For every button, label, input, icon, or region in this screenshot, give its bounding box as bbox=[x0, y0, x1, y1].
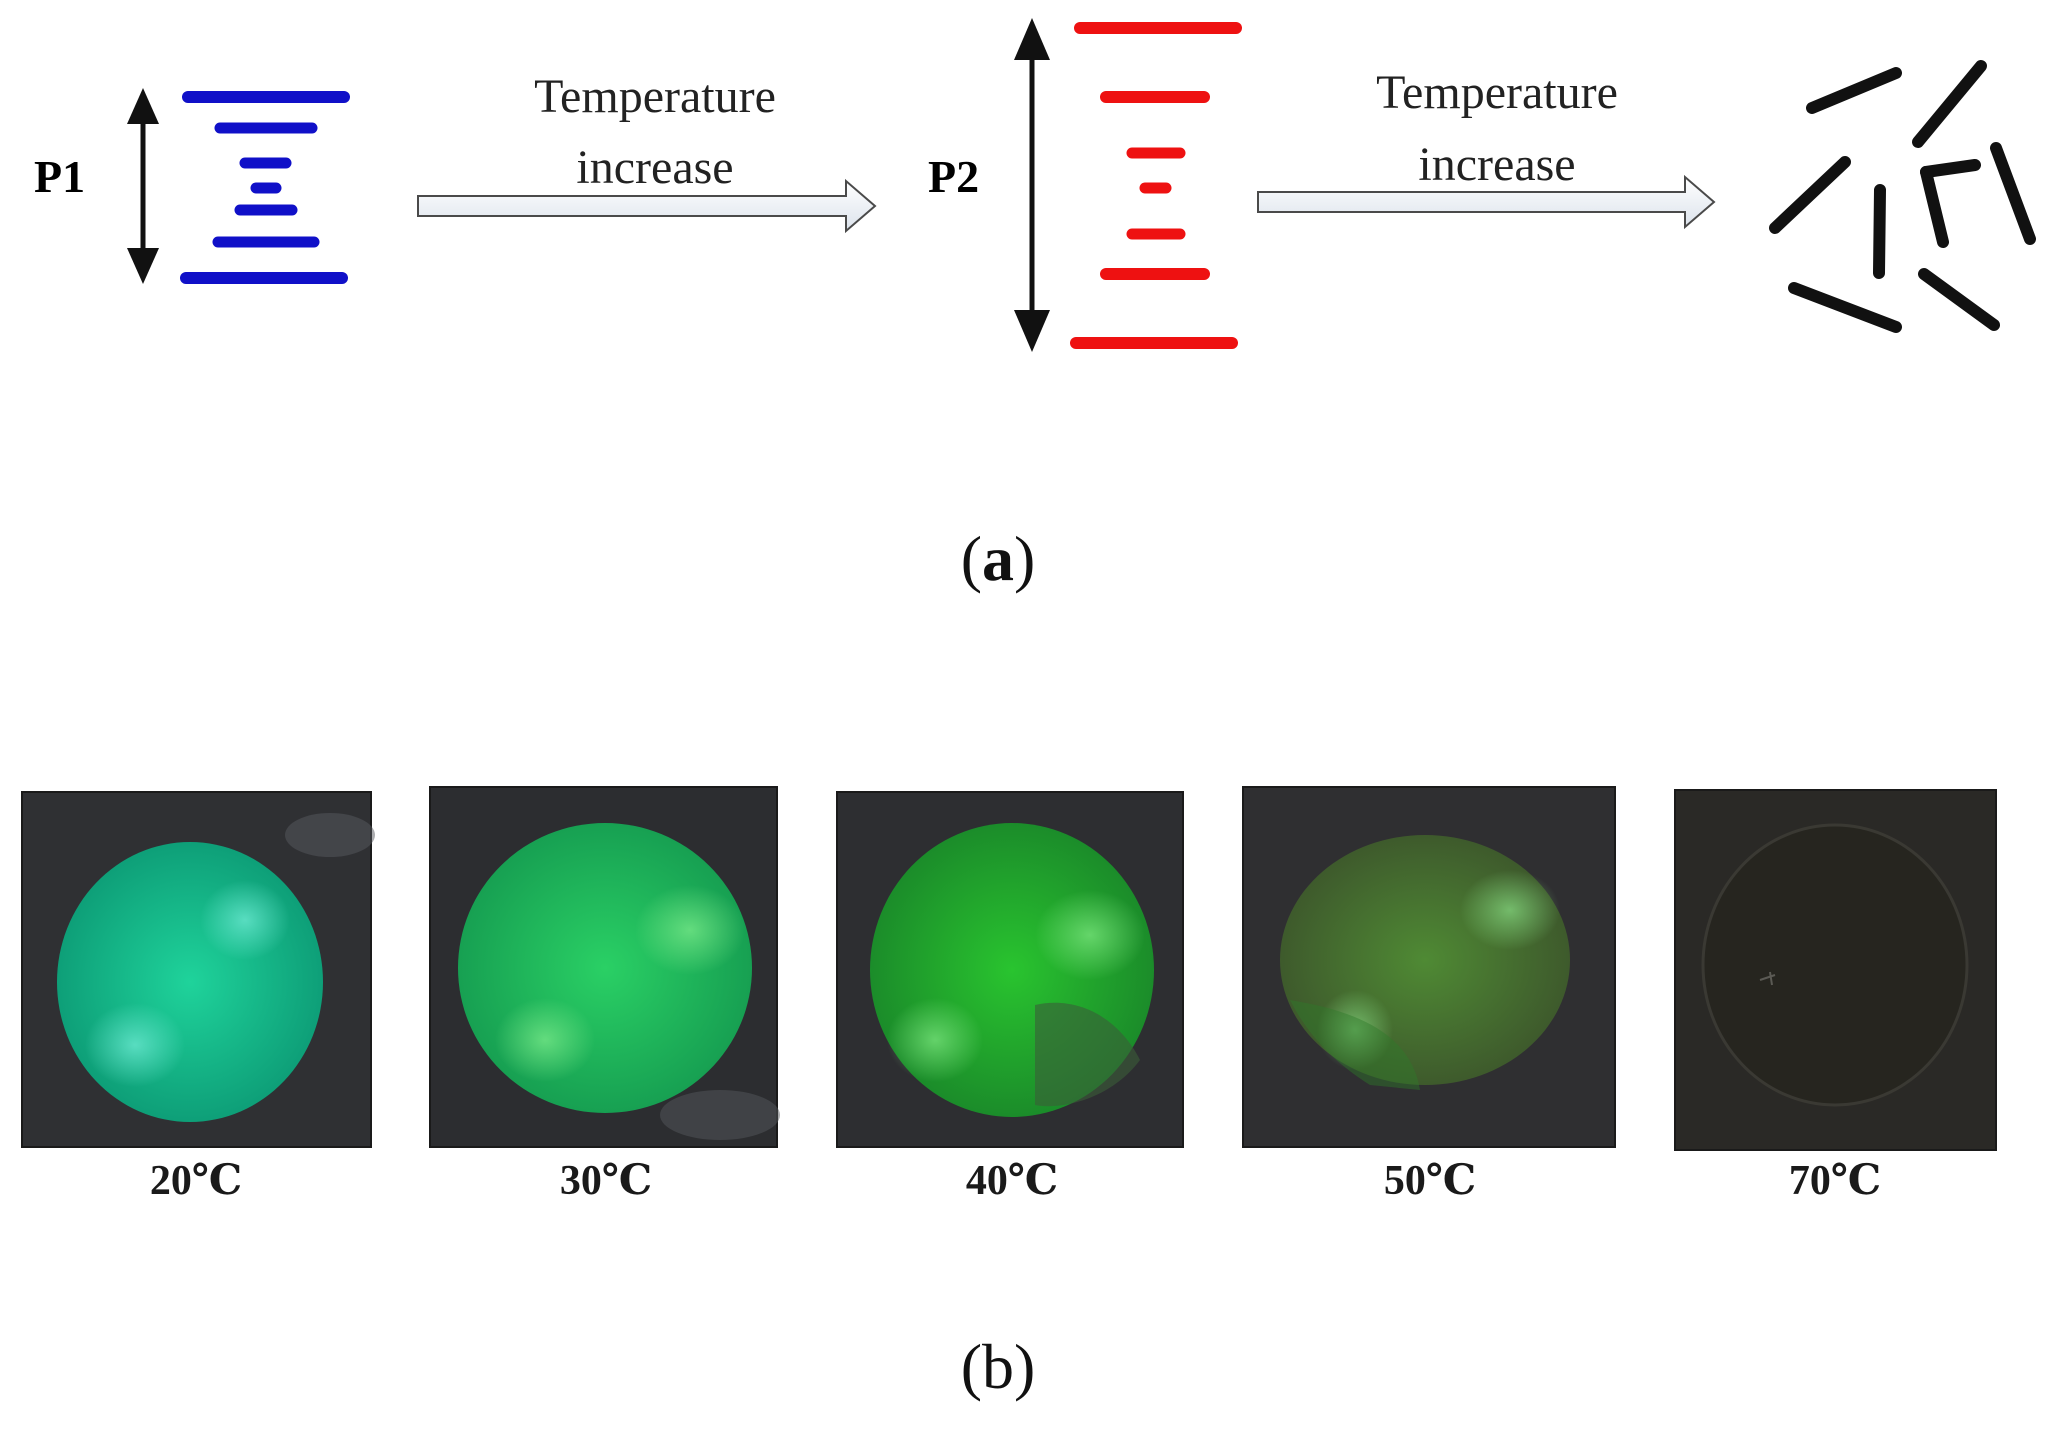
p2-pitch-arrow bbox=[1014, 18, 1050, 352]
temperature-arrow-2: Temperature increase bbox=[1257, 66, 1716, 230]
p2-label: P2 bbox=[928, 151, 979, 202]
sample-photo-70c bbox=[1674, 789, 1997, 1151]
arrow-2-shape bbox=[1257, 174, 1716, 230]
panel-b-caption: (b) bbox=[961, 1331, 1036, 1402]
arrow-1-shape bbox=[417, 178, 877, 234]
p2-state: P2 bbox=[928, 18, 1242, 352]
sample-label-20c: 20℃ bbox=[150, 1158, 242, 1204]
sample-disc bbox=[1701, 823, 1969, 1107]
sample-photo-20c bbox=[21, 791, 375, 1148]
p1-pitch-arrow bbox=[127, 88, 159, 284]
rod bbox=[1912, 60, 1987, 148]
arrow-1-text-line2: increase bbox=[576, 141, 733, 194]
sample-labels: 20℃ 30℃ 40℃ 50℃ 70℃ bbox=[150, 1158, 1881, 1204]
rod bbox=[1873, 184, 1886, 279]
sample-label-30c: 30℃ bbox=[560, 1158, 652, 1204]
rod bbox=[1920, 159, 1981, 178]
rod bbox=[1769, 156, 1851, 234]
sample-label-70c: 70℃ bbox=[1789, 1158, 1881, 1204]
p2-helical-layers bbox=[1070, 22, 1242, 349]
rod bbox=[1990, 142, 2036, 245]
panel-b: 20℃ 30℃ 40℃ 50℃ 70℃ (b) bbox=[21, 786, 1997, 1402]
rod bbox=[1788, 282, 1902, 333]
temperature-arrow-1: Temperature increase bbox=[417, 70, 877, 234]
rod bbox=[1918, 268, 2000, 331]
p1-helical-layers bbox=[180, 91, 350, 284]
sample-photo-50c bbox=[1242, 786, 1616, 1148]
rod bbox=[1806, 67, 1902, 114]
sample-label-50c: 50℃ bbox=[1384, 1158, 1476, 1204]
p1-state: P1 bbox=[34, 88, 350, 284]
arrow-2-text-line1: Temperature bbox=[1376, 66, 1618, 119]
p1-label: P1 bbox=[34, 151, 85, 202]
sample-disc bbox=[57, 842, 323, 1122]
panel-a-caption: (a) bbox=[961, 523, 1036, 594]
sample-photo-40c bbox=[836, 791, 1184, 1148]
sample-photo-30c bbox=[429, 786, 780, 1148]
panel-a: P1 Temperature increase P bbox=[34, 18, 2036, 594]
sample-label-40c: 40℃ bbox=[966, 1158, 1058, 1204]
isotropic-rods bbox=[1769, 60, 2036, 333]
arrow-2-text-line2: increase bbox=[1418, 138, 1575, 191]
arrow-1-text-line1: Temperature bbox=[534, 70, 776, 123]
rod bbox=[1920, 166, 1949, 248]
